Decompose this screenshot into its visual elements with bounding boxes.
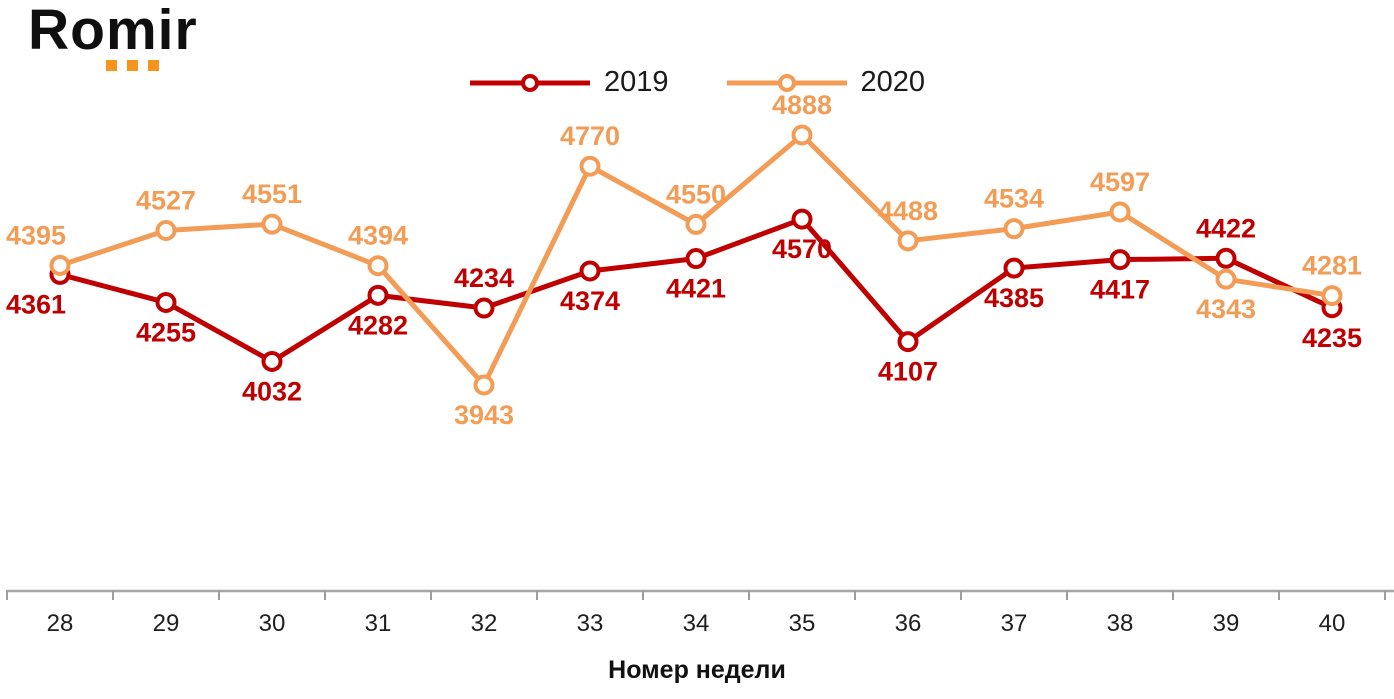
series-2020-marker [1215, 268, 1237, 290]
x-axis-tick-label: 40 [1319, 610, 1346, 637]
series-2019-marker [155, 291, 177, 313]
series-2020-data-label: 4550 [666, 179, 726, 209]
series-2019-data-label: 4234 [454, 263, 514, 293]
brand-dot [127, 60, 138, 71]
series-2019-marker [367, 284, 389, 306]
legend-item-2019: 2019 [469, 68, 669, 97]
x-axis-tick-label: 38 [1107, 610, 1134, 637]
series-2019-data-label: 4570 [772, 234, 832, 264]
series-2020-data-label: 4488 [878, 196, 938, 226]
series-2019-marker [261, 350, 283, 372]
legend-line-marker-icon [726, 73, 847, 92]
brand-dots-icon [106, 60, 159, 71]
x-axis-tick-label: 35 [789, 610, 816, 637]
series-2020-marker [261, 213, 283, 235]
series-2019-marker [1003, 257, 1025, 279]
series-2020-data-label: 4534 [984, 184, 1044, 214]
legend-line-marker-icon [469, 73, 590, 92]
series-2019-data-label: 4361 [6, 289, 66, 319]
brand-name: Romir [28, 0, 198, 62]
series-2020-marker [897, 230, 919, 252]
series-2020-data-label: 4281 [1302, 251, 1362, 281]
series-2020-data-label: 3943 [454, 400, 514, 430]
x-axis-title: Номер недели [608, 656, 786, 684]
series-2019-data-label: 4235 [1302, 323, 1362, 353]
brand-dot [106, 60, 117, 71]
series-2020-data-label: 4888 [772, 90, 832, 120]
series-2020-marker [1321, 285, 1343, 307]
series-2019-data-label: 4282 [348, 310, 408, 340]
series-2019-marker [1215, 247, 1237, 269]
series-2020-marker [791, 124, 813, 146]
series-2020-marker [579, 155, 601, 177]
series-2020-data-label: 4343 [1196, 294, 1256, 324]
series-2020-data-label: 4597 [1090, 167, 1150, 197]
series-2019-data-label: 4032 [242, 376, 302, 406]
x-axis-tick-label: 39 [1213, 610, 1240, 637]
series-2020-data-label: 4551 [242, 179, 302, 209]
series-2020-data-label: 4394 [348, 221, 408, 251]
series-2020-marker [155, 220, 177, 242]
x-axis-tick-label: 36 [895, 610, 922, 637]
series-2019-data-label: 4255 [136, 317, 196, 347]
series-2020-marker [1003, 218, 1025, 240]
series-2019-marker [473, 297, 495, 319]
x-axis-tick-label: 32 [471, 610, 498, 637]
x-axis-tick-label: 33 [577, 610, 604, 637]
series-2019-marker [1109, 249, 1131, 271]
x-axis-tick-label: 31 [365, 610, 392, 637]
series-2019-data-label: 4385 [984, 283, 1044, 313]
x-axis-tick-label: 37 [1001, 610, 1028, 637]
series-2019-marker [685, 248, 707, 270]
series-2020-data-label: 4395 [6, 220, 66, 250]
series-2019-data-label: 4374 [560, 286, 620, 316]
legend-label: 2019 [603, 66, 669, 98]
series-2020-marker [685, 213, 707, 235]
series-2020-marker [49, 254, 71, 276]
series-2019-marker [791, 208, 813, 230]
legend-item-2020: 2020 [726, 66, 926, 98]
series-2020-marker [473, 374, 495, 396]
x-axis-tick-label: 29 [153, 610, 180, 637]
series-2020-data-label: 4527 [136, 186, 196, 216]
chart-legend: 2019 2020 [0, 68, 1394, 97]
series-2019-data-label: 4417 [1090, 275, 1150, 305]
series-2019-data-label: 4422 [1196, 213, 1256, 243]
series-2019-data-label: 4421 [666, 274, 726, 304]
brand-dot [148, 60, 159, 71]
series-2019-data-label: 4107 [878, 357, 938, 387]
brand-logo: Romir [28, 0, 198, 71]
legend-label: 2020 [860, 66, 926, 98]
x-axis-tick-label: 28 [47, 610, 74, 637]
series-2020-marker [1109, 201, 1131, 223]
x-axis-tick-label: 34 [683, 610, 710, 637]
series-2019-marker [897, 331, 919, 353]
series-2019-marker [579, 260, 601, 282]
series-2020-marker [367, 255, 389, 277]
x-axis-tick-label: 30 [259, 610, 286, 637]
series-2020-data-label: 4770 [560, 121, 620, 151]
